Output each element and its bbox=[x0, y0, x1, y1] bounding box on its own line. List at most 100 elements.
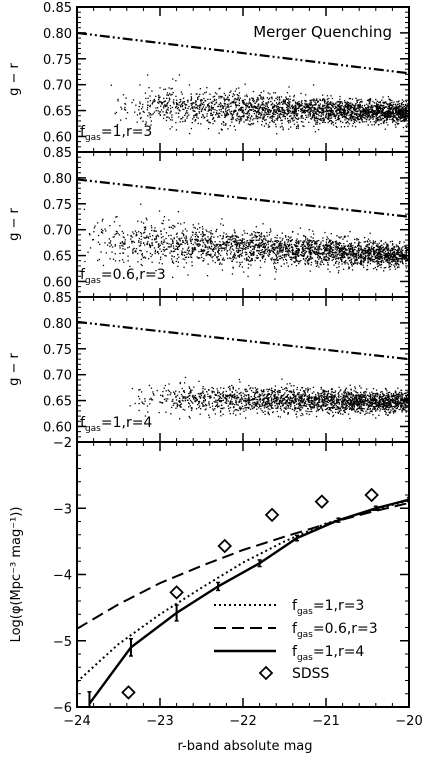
scatter-point bbox=[262, 251, 264, 253]
scatter-point bbox=[228, 103, 230, 105]
scatter-point bbox=[362, 110, 365, 112]
scatter-point bbox=[401, 256, 403, 259]
scatter-point bbox=[329, 240, 331, 242]
scatter-point bbox=[402, 115, 404, 118]
scatter-point bbox=[93, 227, 96, 229]
scatter-point bbox=[322, 94, 324, 96]
scatter-point bbox=[342, 252, 344, 254]
scatter-point bbox=[332, 122, 334, 124]
scatter-point bbox=[369, 253, 371, 255]
scatter-point bbox=[361, 252, 363, 254]
scatter-point bbox=[314, 104, 316, 106]
scatter-point bbox=[219, 87, 221, 89]
scatter-point bbox=[329, 244, 331, 247]
scatter-point bbox=[115, 230, 117, 232]
scatter-point bbox=[280, 111, 282, 113]
scatter-point bbox=[251, 239, 253, 241]
scatter-point bbox=[318, 249, 320, 251]
scatter-point bbox=[239, 97, 241, 99]
scatter-point bbox=[374, 257, 376, 259]
scatter-point bbox=[200, 249, 203, 251]
scatter-point bbox=[189, 132, 191, 135]
scatter-point bbox=[316, 116, 318, 118]
scatter-point bbox=[262, 223, 264, 225]
scatter-point bbox=[315, 108, 317, 111]
scatter-point bbox=[318, 245, 320, 247]
scatter-point bbox=[373, 113, 375, 115]
scatter-point bbox=[399, 113, 401, 115]
scatter-point bbox=[264, 114, 267, 116]
scatter-point bbox=[193, 116, 195, 118]
scatter-point bbox=[217, 105, 219, 107]
scatter-point bbox=[380, 262, 383, 264]
scatter-point bbox=[243, 115, 245, 117]
scatter-point bbox=[322, 117, 324, 119]
scatter-point bbox=[387, 243, 389, 245]
scatter-point bbox=[116, 231, 118, 233]
scatter-point bbox=[159, 111, 161, 113]
scatter-point bbox=[311, 116, 313, 118]
scatter-point bbox=[393, 113, 395, 115]
scatter-point bbox=[277, 116, 279, 119]
scatter-point bbox=[366, 99, 369, 101]
scatter-point bbox=[387, 248, 390, 250]
scatter-point bbox=[304, 262, 306, 265]
scatter-point bbox=[395, 117, 397, 119]
scatter-point bbox=[396, 118, 399, 121]
scatter-point bbox=[178, 256, 180, 258]
scatter-point bbox=[287, 245, 289, 247]
scatter-point bbox=[250, 103, 252, 105]
scatter-point bbox=[188, 246, 190, 248]
scatter-point bbox=[134, 230, 137, 232]
scatter-point bbox=[168, 235, 170, 237]
scatter-point bbox=[368, 102, 370, 105]
scatter-point bbox=[345, 249, 348, 251]
scatter-point bbox=[291, 118, 293, 120]
scatter-point bbox=[400, 251, 402, 253]
scatter-point bbox=[182, 108, 184, 110]
scatter-point bbox=[288, 249, 290, 251]
y-axis-label: g − r bbox=[7, 62, 22, 95]
scatter-point bbox=[397, 110, 400, 112]
scatter-point bbox=[325, 112, 328, 114]
scatter-point bbox=[375, 251, 378, 253]
scatter-point bbox=[171, 93, 173, 96]
scatter-point bbox=[177, 242, 179, 244]
scatter-point bbox=[371, 112, 374, 114]
scatter-point bbox=[337, 116, 340, 118]
scatter-point bbox=[392, 255, 394, 258]
scatter-point bbox=[365, 255, 367, 258]
scatter-point bbox=[222, 243, 224, 245]
scatter-point bbox=[402, 253, 404, 256]
scatter-point bbox=[287, 107, 289, 109]
scatter-point bbox=[363, 257, 366, 259]
scatter-point bbox=[363, 260, 365, 262]
scatter-point bbox=[291, 111, 293, 113]
scatter-point bbox=[261, 104, 263, 106]
scatter-point bbox=[291, 104, 293, 107]
scatter-point bbox=[328, 241, 330, 244]
scatter-point bbox=[278, 115, 281, 117]
scatter-point bbox=[379, 252, 381, 254]
scatter-point bbox=[323, 251, 325, 253]
scatter-point bbox=[245, 105, 247, 107]
scatter-point bbox=[338, 236, 340, 238]
scatter-point bbox=[341, 116, 344, 118]
scatter-point bbox=[347, 110, 350, 113]
scatter-point bbox=[249, 117, 251, 119]
scatter-point bbox=[320, 115, 322, 117]
scatter-point bbox=[238, 102, 241, 104]
scatter-point bbox=[329, 246, 331, 248]
scatter-point bbox=[253, 247, 255, 249]
scatter-point bbox=[138, 109, 140, 111]
scatter-point bbox=[406, 256, 408, 258]
scatter-point bbox=[384, 106, 386, 108]
scatter-point bbox=[110, 240, 112, 242]
scatter-point bbox=[231, 115, 233, 117]
scatter-point bbox=[199, 88, 201, 90]
scatter-point bbox=[166, 242, 168, 244]
scatter-point bbox=[227, 96, 229, 98]
scatter-point bbox=[341, 250, 343, 252]
scatter-point bbox=[225, 111, 227, 113]
scatter-point bbox=[274, 236, 276, 239]
